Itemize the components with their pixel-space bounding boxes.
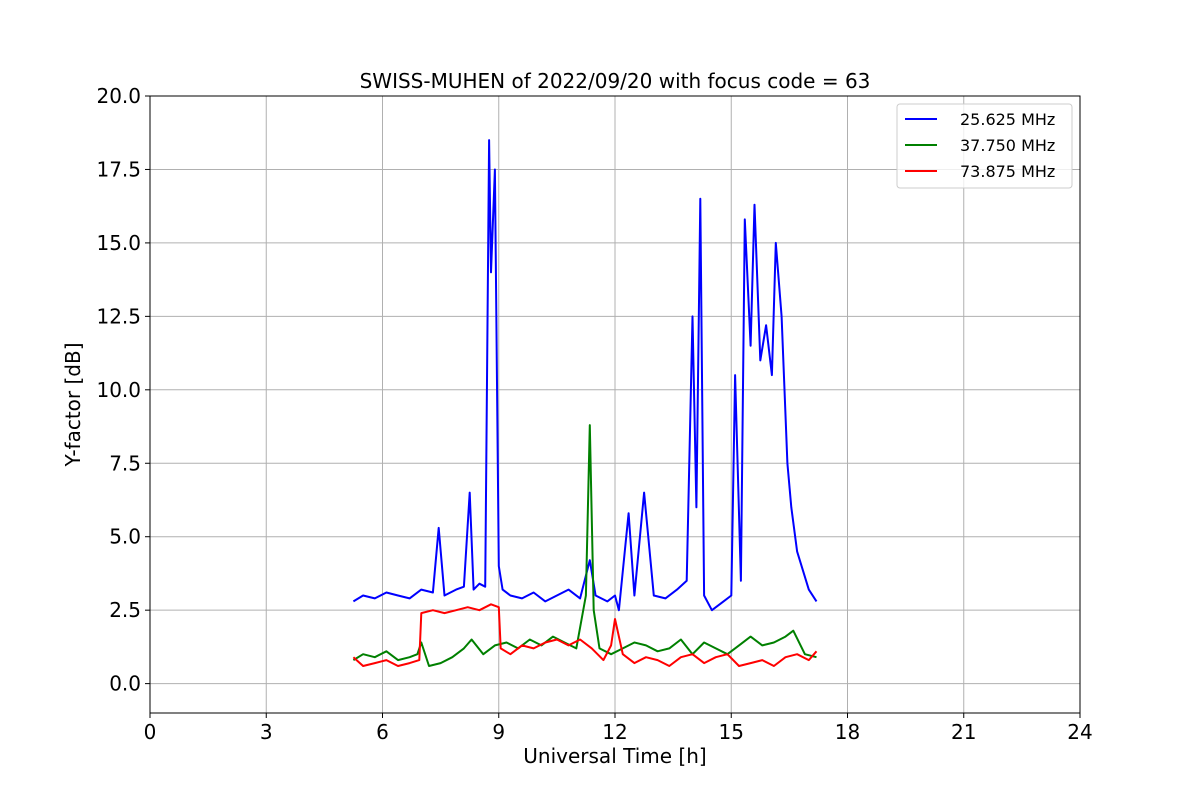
- y-tick-label: 15.0: [96, 231, 141, 255]
- series-layer: [352, 139, 818, 667]
- series-line-2: [352, 603, 818, 667]
- x-tick-label: 24: [1067, 720, 1092, 744]
- x-axis: 0 3 6 9 12 15 18 21 24: [144, 713, 1093, 744]
- x-tick-label: 21: [951, 720, 976, 744]
- legend-label-73mhz: 73.875 MHz: [960, 162, 1055, 181]
- y-tick-label: 0.0: [109, 672, 141, 696]
- x-tick-label: 6: [376, 720, 389, 744]
- y-tick-label: 2.5: [109, 598, 141, 622]
- series-line-0: [352, 139, 818, 612]
- chart-title: SWISS-MUHEN of 2022/09/20 with focus cod…: [360, 69, 871, 93]
- legend: 25.625 MHz 37.750 MHz 73.875 MHz: [896, 103, 1073, 189]
- legend-box: [896, 103, 1073, 189]
- y-tick-label: 20.0: [96, 84, 141, 108]
- series-line-1: [352, 424, 817, 667]
- y-tick-label: 7.5: [109, 451, 141, 475]
- y-tick-label: 5.0: [109, 525, 141, 549]
- x-tick-label: 12: [602, 720, 627, 744]
- y-tick-label: 12.5: [96, 304, 141, 328]
- x-tick-label: 18: [835, 720, 860, 744]
- x-tick-label: 9: [492, 720, 505, 744]
- y-axis-label: Y-factor [dB]: [61, 342, 85, 467]
- y-tick-label: 17.5: [96, 157, 141, 181]
- x-tick-label: 0: [144, 720, 157, 744]
- y-tick-label: 10.0: [96, 378, 141, 402]
- x-tick-label: 3: [260, 720, 273, 744]
- y-axis: 0.0 2.5 5.0 7.5 10.0 12.5 15.0 17.5 20.0: [96, 84, 150, 696]
- legend-label-37mhz: 37.750 MHz: [960, 136, 1055, 155]
- x-axis-label: Universal Time [h]: [523, 744, 706, 768]
- legend-label-25mhz: 25.625 MHz: [960, 110, 1055, 129]
- x-tick-label: 15: [719, 720, 744, 744]
